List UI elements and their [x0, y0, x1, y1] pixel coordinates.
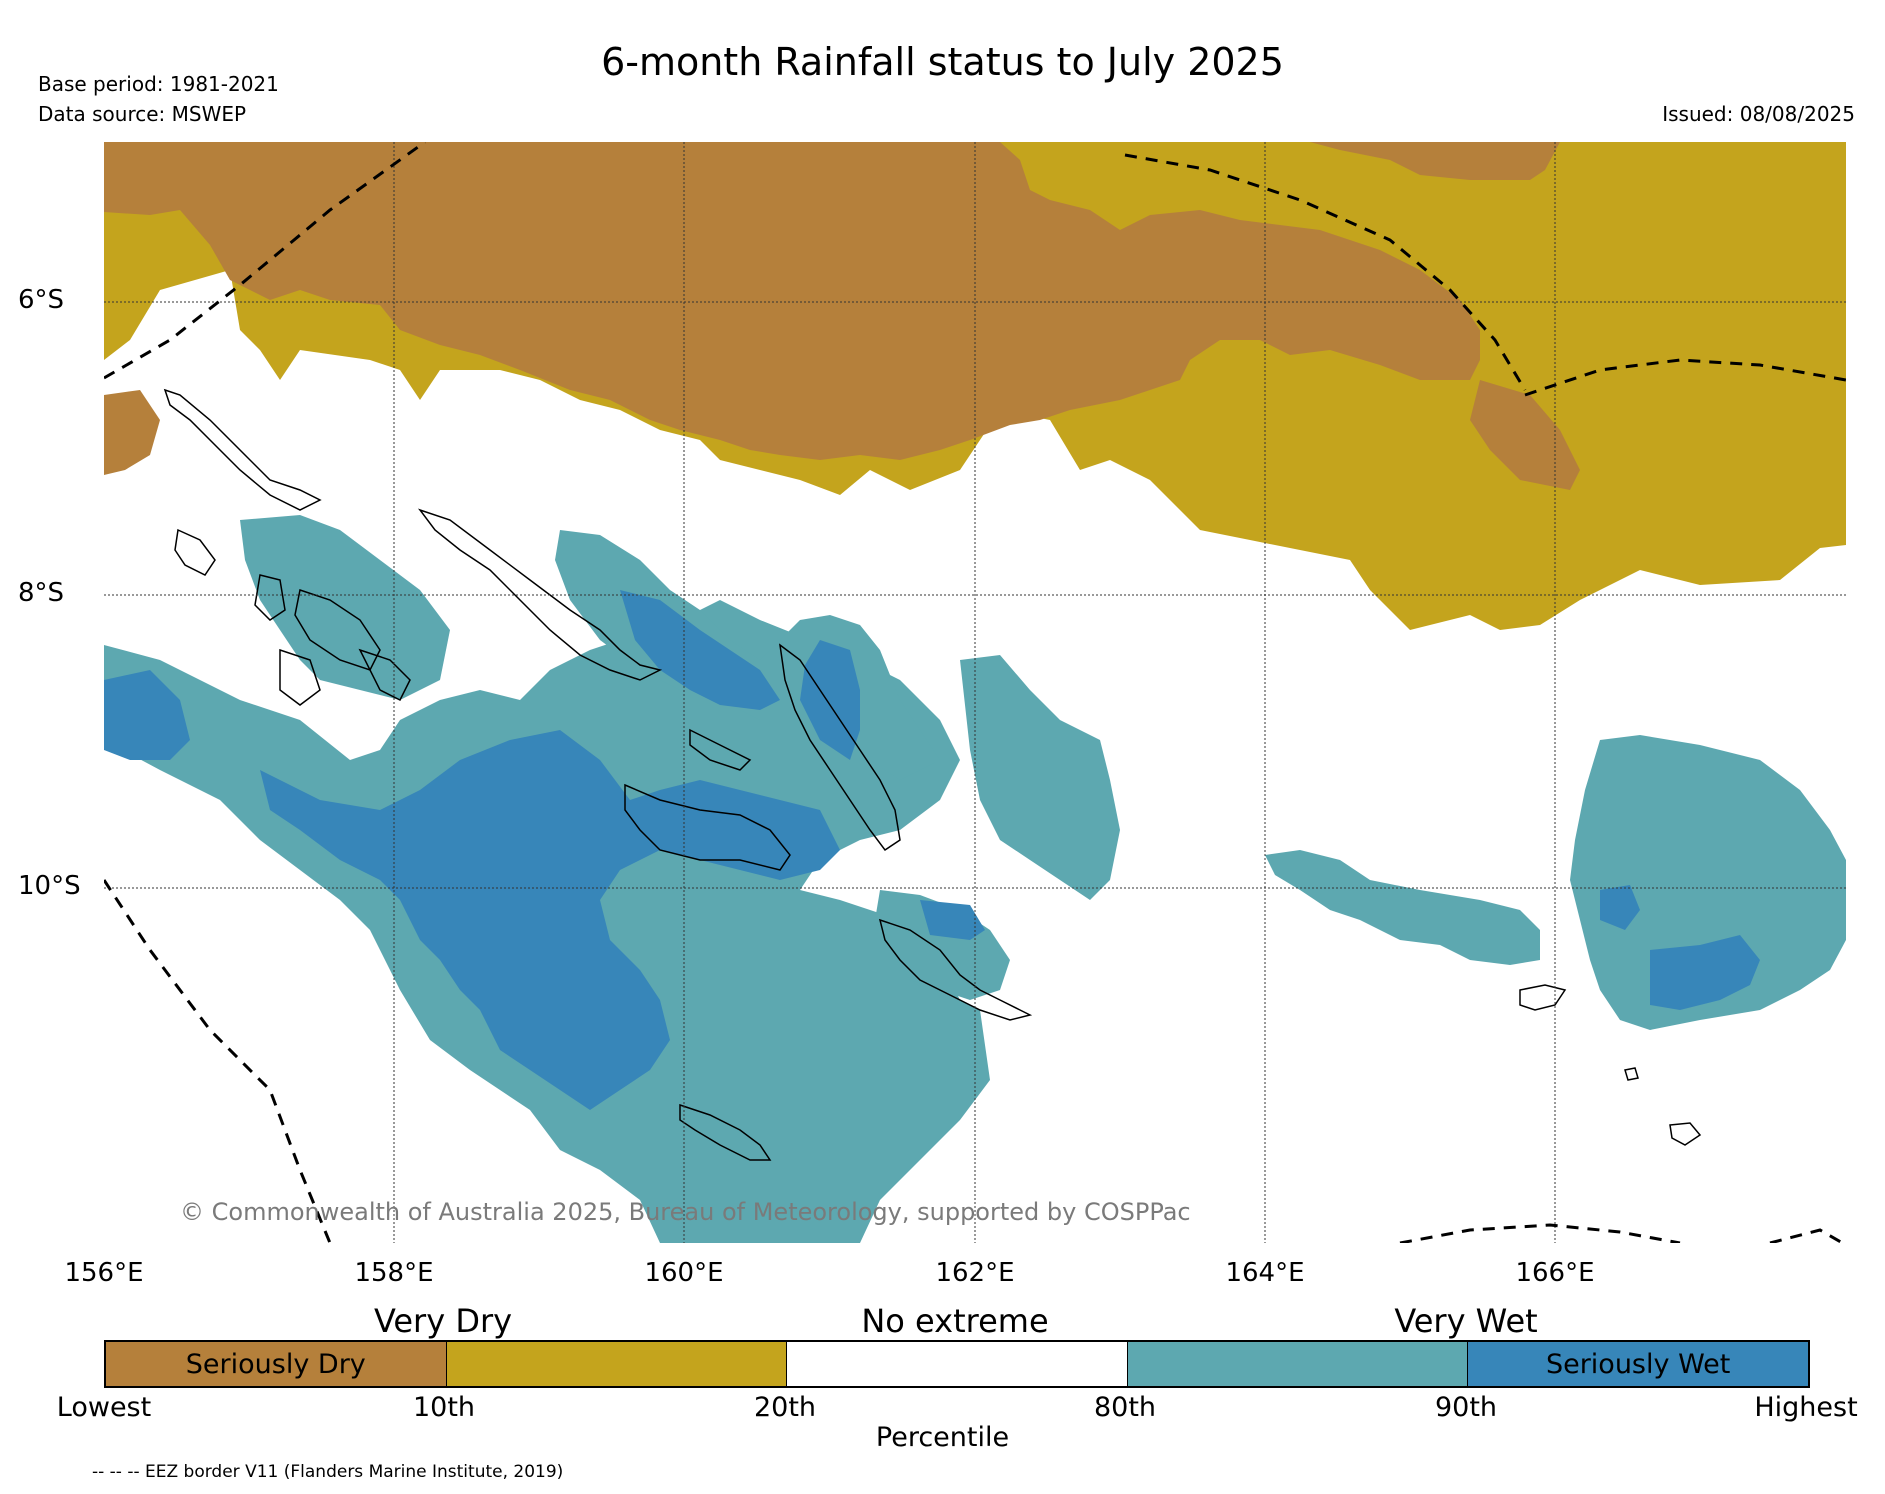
legend-cell-very-wet: [1127, 1342, 1469, 1386]
seriously-dry-west-region: [104, 390, 160, 475]
legend-cell-label: Seriously Dry: [185, 1348, 366, 1380]
seriously-wet-small-region: [920, 900, 985, 940]
seriously-wet-central-region: [260, 730, 840, 1110]
seriously-wet-mid-region: [800, 640, 860, 760]
legend-cell-no-extreme: [787, 1342, 1128, 1386]
very-wet-central-region: [240, 515, 450, 700]
lon-label-162e: 162°E: [935, 1258, 1015, 1288]
legend-tick-90th: 90th: [1434, 1392, 1498, 1423]
lon-label-156e: 156°E: [64, 1258, 144, 1288]
graticule: [104, 142, 1846, 1243]
seriously-dry-region: [104, 142, 1560, 460]
very-wet-mid-region: [960, 655, 1120, 900]
seriously-wet-east-small-region: [1600, 885, 1640, 930]
chart-title: 6-month Rainfall status to July 2025: [601, 40, 1284, 84]
legend-axis-title: Percentile: [875, 1422, 1010, 1453]
coastlines: [163, 388, 1702, 1161]
issued-date-text: Issued: 08/08/2025: [1662, 102, 1855, 126]
legend-tick-20th: 20th: [753, 1392, 817, 1423]
legend-cell-very-dry: [446, 1342, 788, 1386]
very-wet-east-band-region: [1265, 850, 1540, 965]
legend-cell-label: Seriously Wet: [1545, 1348, 1731, 1380]
map-plot-area: [104, 142, 1846, 1243]
legend-category-no-extreme: No extreme: [861, 1302, 1049, 1340]
eez-borders: [104, 142, 1846, 1243]
seriously-wet-west-region: [104, 670, 190, 760]
seriously-wet-east-region: [1650, 935, 1760, 1010]
legend-tick-highest: Highest: [1754, 1392, 1858, 1423]
legend-tick-lowest: Lowest: [56, 1392, 152, 1423]
base-period-text: Base period: 1981-2021: [38, 72, 279, 96]
data-source-text: Data source: MSWEP: [38, 102, 247, 126]
legend-category-very-wet: Very Wet: [1394, 1302, 1538, 1340]
seriously-dry-east-region: [1470, 380, 1580, 490]
lat-label-8s: 8°S: [18, 578, 65, 608]
eez-footnote: -- -- -- EEZ border V11 (Flanders Marine…: [92, 1462, 564, 1482]
lon-label-166e: 166°E: [1515, 1258, 1595, 1288]
copyright-text: © Commonwealth of Australia 2025, Bureau…: [180, 1198, 1191, 1226]
legend-colorbar: Seriously Dry Seriously Wet: [104, 1340, 1810, 1388]
lat-label-6s: 6°S: [18, 285, 65, 315]
legend-tick-10th: 10th: [412, 1392, 476, 1423]
legend-category-very-dry: Very Dry: [373, 1302, 513, 1340]
lon-label-164e: 164°E: [1225, 1258, 1305, 1288]
very-wet-south-patch-region: [875, 890, 1010, 1000]
lon-label-160e: 160°E: [644, 1258, 724, 1288]
very-wet-far-east-region: [1570, 735, 1846, 1030]
legend-tick-80th: 80th: [1093, 1392, 1157, 1423]
lat-label-10s: 10°S: [18, 871, 81, 901]
lon-label-158e: 158°E: [354, 1258, 434, 1288]
legend-cell-seriously-dry: Seriously Dry: [106, 1342, 447, 1386]
seriously-wet-north-region: [620, 590, 780, 710]
legend-cell-seriously-wet: Seriously Wet: [1468, 1342, 1808, 1386]
